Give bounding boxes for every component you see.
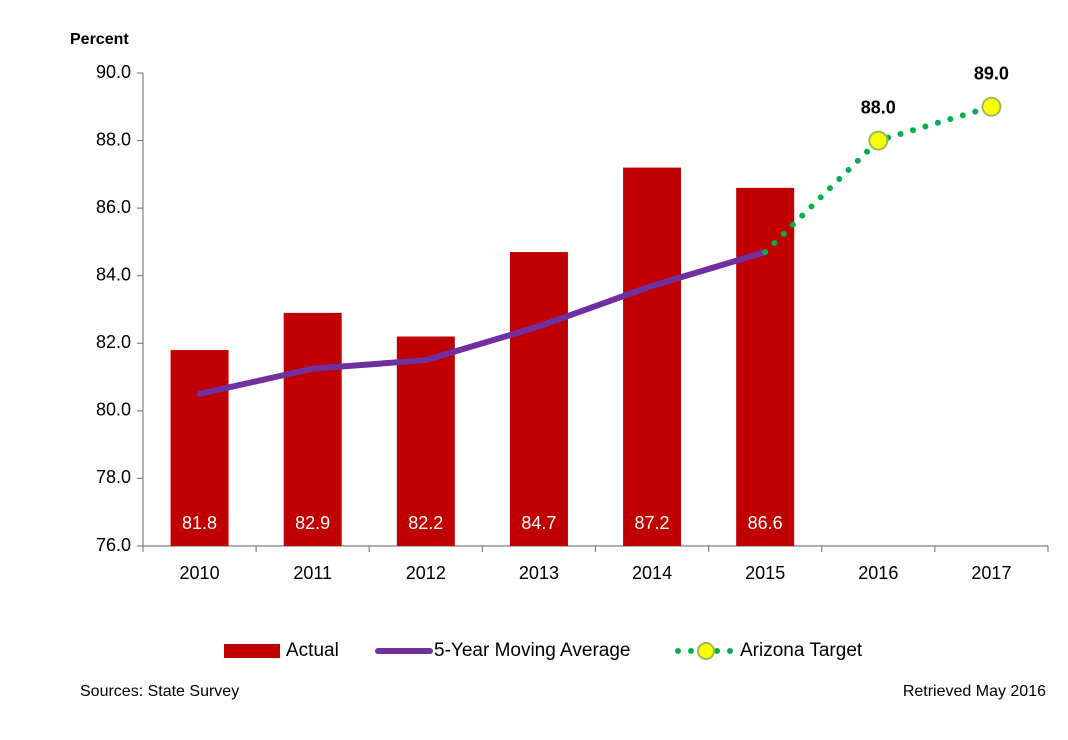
y-tick-label: 84.0 — [96, 264, 131, 284]
y-tick-label: 78.0 — [96, 467, 131, 487]
target-marker — [868, 130, 889, 151]
y-axis-label: Percent — [70, 31, 129, 48]
target-value-label: 89.0 — [974, 64, 1009, 84]
bar-value-label: 87.2 — [635, 513, 670, 533]
bar-value-label: 82.2 — [408, 513, 443, 533]
legend-marker — [697, 642, 715, 660]
x-tick-label: 2011 — [293, 563, 332, 583]
bar-value-label: 81.8 — [182, 513, 217, 533]
x-tick-label: 2015 — [745, 563, 785, 583]
bar — [170, 350, 229, 546]
x-tick-label: 2013 — [519, 563, 559, 583]
bar-value-label: 82.9 — [295, 513, 330, 533]
legend-label: Arizona Target — [740, 640, 863, 661]
y-tick-label: 80.0 — [96, 400, 131, 420]
source-note: Sources: State Survey — [80, 683, 239, 700]
bar — [623, 167, 682, 546]
bar-value-label: 84.7 — [521, 513, 556, 533]
bar — [736, 187, 795, 546]
bar-value-label: 86.6 — [748, 513, 783, 533]
target-line — [762, 103, 995, 256]
legend-label: Actual — [286, 640, 339, 661]
y-tick-label: 76.0 — [96, 535, 131, 555]
x-tick-label: 2016 — [858, 563, 898, 583]
retrieved-note: Retrieved May 2016 — [903, 683, 1046, 700]
bar — [509, 252, 568, 547]
x-tick-label: 2012 — [406, 563, 446, 583]
legend-label: 5-Year Moving Average — [434, 640, 630, 661]
x-tick-label: 2017 — [971, 563, 1011, 583]
target-marker — [981, 96, 1002, 117]
y-tick-label: 88.0 — [96, 129, 131, 149]
bar — [283, 312, 342, 546]
legend-swatch — [224, 644, 280, 658]
y-tick-label: 86.0 — [96, 197, 131, 217]
y-tick-label: 82.0 — [96, 332, 131, 352]
x-tick-label: 2014 — [632, 563, 672, 583]
bar — [396, 336, 455, 546]
x-tick-label: 2010 — [180, 563, 220, 583]
y-tick-label: 90.0 — [96, 62, 131, 82]
target-value-label: 88.0 — [861, 97, 896, 117]
moving-average-line — [196, 249, 769, 397]
